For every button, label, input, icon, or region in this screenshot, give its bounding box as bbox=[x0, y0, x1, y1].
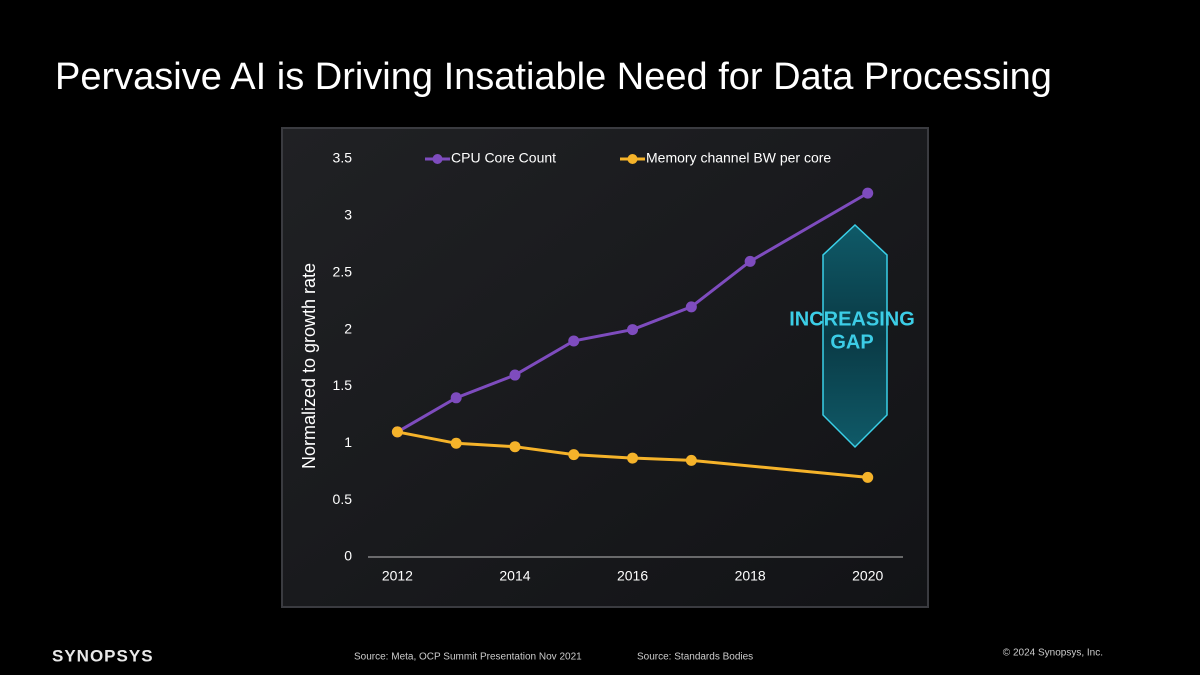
data-point bbox=[568, 335, 580, 347]
data-point bbox=[627, 452, 639, 464]
data-point bbox=[391, 426, 403, 438]
legend-label: Memory channel BW per core bbox=[646, 150, 831, 166]
legend-marker bbox=[627, 154, 638, 164]
annotation: INCREASING bbox=[789, 308, 915, 330]
x-tick-label: 2018 bbox=[735, 568, 766, 584]
y-tick-label: 2 bbox=[344, 320, 352, 336]
y-tick-label: 3 bbox=[344, 207, 352, 223]
y-tick-label: 2.5 bbox=[333, 263, 353, 279]
data-point bbox=[450, 437, 462, 449]
source: Source: Meta, OCP Summit Presentation No… bbox=[354, 652, 582, 663]
y-tick-label: 0.5 bbox=[333, 491, 353, 507]
annotation: GAP bbox=[830, 331, 873, 353]
legend-label: CPU Core Count bbox=[451, 150, 556, 166]
y-tick-label: 1.5 bbox=[333, 377, 353, 393]
logo: SYNOPSYS bbox=[52, 646, 154, 665]
y-axis-label: Normalized to growth rate bbox=[299, 263, 319, 469]
copyright: © 2024 Synopsys, Inc. bbox=[1003, 648, 1103, 659]
source: Source: Standards Bodies bbox=[637, 652, 753, 663]
legend-marker bbox=[432, 154, 443, 164]
data-point bbox=[862, 187, 874, 199]
data-point bbox=[450, 392, 462, 404]
data-point bbox=[685, 454, 697, 466]
data-point bbox=[862, 471, 874, 483]
slide-title: Pervasive AI is Driving Insatiable Need … bbox=[55, 56, 1052, 98]
data-point bbox=[509, 441, 521, 453]
x-tick-label: 2016 bbox=[617, 568, 648, 584]
y-tick-label: 3.5 bbox=[333, 150, 353, 166]
x-tick-label: 2012 bbox=[382, 568, 413, 584]
y-tick-label: 0 bbox=[344, 548, 352, 564]
data-point bbox=[568, 449, 580, 461]
series-line bbox=[396, 191, 869, 434]
chart-panel bbox=[281, 127, 929, 608]
data-point bbox=[744, 255, 756, 267]
gap-arrow bbox=[822, 223, 888, 449]
y-tick-label: 1 bbox=[344, 434, 352, 450]
data-point bbox=[627, 324, 639, 336]
data-point bbox=[685, 301, 697, 313]
x-tick-label: 2020 bbox=[852, 568, 883, 584]
x-tick-label: 2014 bbox=[499, 568, 530, 584]
data-point bbox=[509, 369, 521, 381]
